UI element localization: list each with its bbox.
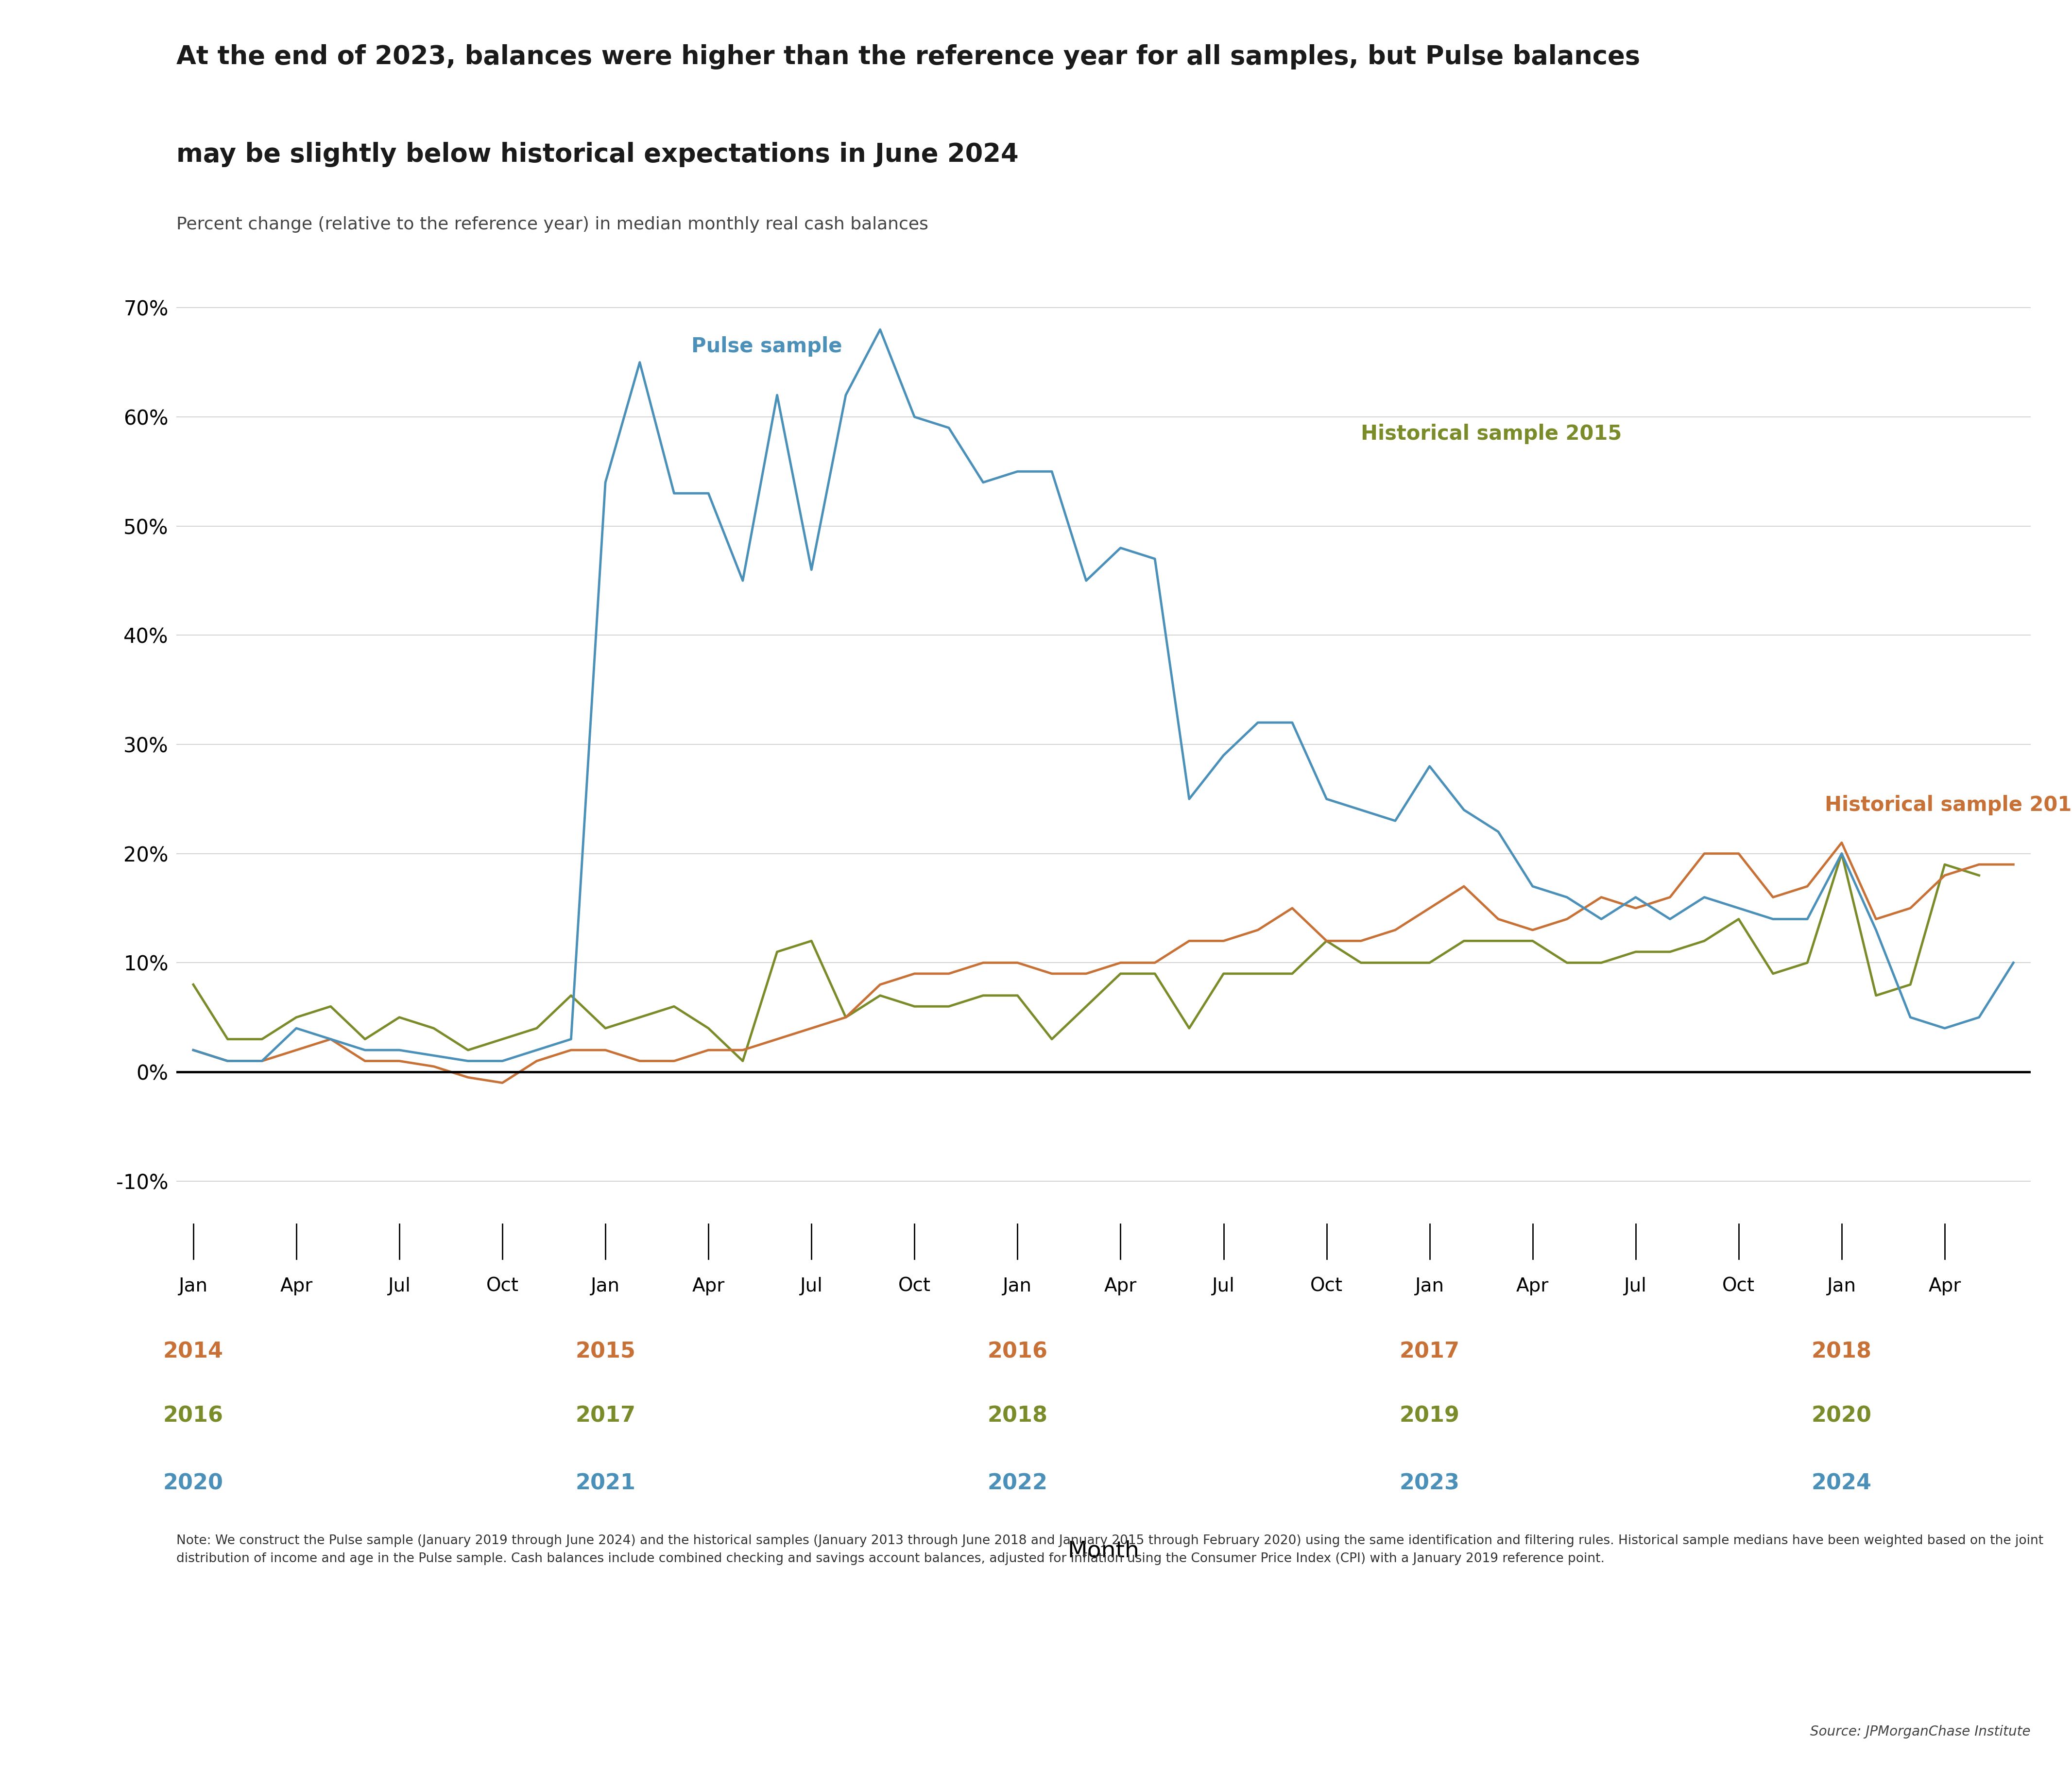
- Text: Month: Month: [1067, 1540, 1140, 1563]
- Text: Apr: Apr: [280, 1277, 313, 1295]
- Text: 2016: 2016: [164, 1405, 224, 1426]
- Text: 2017: 2017: [1399, 1341, 1459, 1362]
- Text: Jan: Jan: [591, 1277, 620, 1295]
- Text: 2024: 2024: [1811, 1472, 1871, 1494]
- Text: Oct: Oct: [487, 1277, 518, 1295]
- Text: Apr: Apr: [692, 1277, 725, 1295]
- Text: 2017: 2017: [576, 1405, 636, 1426]
- Text: Jan: Jan: [1003, 1277, 1032, 1295]
- Text: Jan: Jan: [1828, 1277, 1857, 1295]
- Text: 2020: 2020: [1811, 1405, 1871, 1426]
- Text: 2016: 2016: [988, 1341, 1048, 1362]
- Text: Oct: Oct: [897, 1277, 930, 1295]
- Text: 2015: 2015: [576, 1341, 636, 1362]
- Text: Jan: Jan: [178, 1277, 207, 1295]
- Text: Source: JPMorganChase Institute: Source: JPMorganChase Institute: [1811, 1724, 2031, 1739]
- Text: Historical sample 2013: Historical sample 2013: [1825, 795, 2072, 816]
- Text: Jul: Jul: [1212, 1277, 1235, 1295]
- Text: Note: We construct the Pulse sample (January 2019 through June 2024) and the his: Note: We construct the Pulse sample (Jan…: [176, 1535, 2043, 1565]
- Text: Jul: Jul: [1624, 1277, 1647, 1295]
- Text: Oct: Oct: [1722, 1277, 1755, 1295]
- Text: Pulse sample: Pulse sample: [692, 337, 841, 357]
- Text: 2023: 2023: [1399, 1472, 1459, 1494]
- Text: may be slightly below historical expectations in June 2024: may be slightly below historical expecta…: [176, 142, 1017, 167]
- Text: Jan: Jan: [1415, 1277, 1444, 1295]
- Text: Apr: Apr: [1517, 1277, 1550, 1295]
- Text: At the end of 2023, balances were higher than the reference year for all samples: At the end of 2023, balances were higher…: [176, 44, 1639, 69]
- Text: 2022: 2022: [988, 1472, 1048, 1494]
- Text: 2021: 2021: [576, 1472, 636, 1494]
- Text: 2018: 2018: [988, 1405, 1048, 1426]
- Text: Jul: Jul: [387, 1277, 410, 1295]
- Text: Oct: Oct: [1310, 1277, 1343, 1295]
- Text: 2014: 2014: [164, 1341, 224, 1362]
- Text: 2019: 2019: [1399, 1405, 1459, 1426]
- Text: Jul: Jul: [800, 1277, 823, 1295]
- Text: Apr: Apr: [1929, 1277, 1960, 1295]
- Text: Apr: Apr: [1104, 1277, 1138, 1295]
- Text: Percent change (relative to the reference year) in median monthly real cash bala: Percent change (relative to the referenc…: [176, 216, 928, 232]
- Text: Historical sample 2015: Historical sample 2015: [1361, 424, 1622, 444]
- Text: 2020: 2020: [164, 1472, 224, 1494]
- Text: 2018: 2018: [1811, 1341, 1871, 1362]
